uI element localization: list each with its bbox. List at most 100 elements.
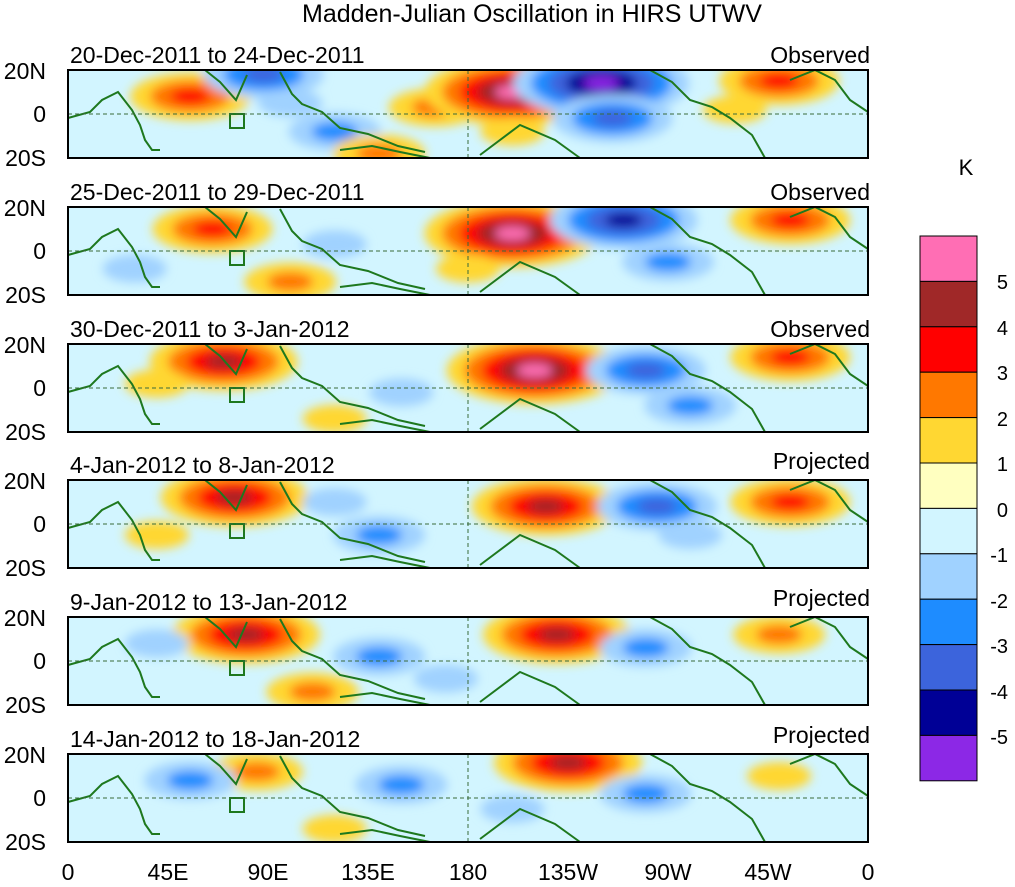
map-frame-4 [67, 479, 869, 569]
positive-anomaly-contour [124, 521, 189, 549]
colorbar-tick: 1 [997, 454, 1008, 476]
colorbar-swatch [919, 507, 978, 555]
lon-label: 0 [62, 859, 75, 885]
negative-anomaly-contour [311, 122, 358, 142]
lat-label-20s-5: 20S [5, 692, 46, 718]
lon-label: 180 [449, 859, 487, 885]
map-panel-4: 4-Jan-2012 to 8-Jan-2012 Projected 20N 0… [4, 448, 870, 581]
negative-anomaly-contour [356, 525, 403, 545]
colorbar-swatch [919, 280, 978, 328]
colorbar-tick: -3 [990, 636, 1008, 658]
colorbar-unit: K [959, 155, 974, 180]
lat-label-20s-6: 20S [5, 829, 46, 855]
panel-status-5: Projected [773, 585, 870, 611]
positive-anomaly-contour [192, 221, 233, 237]
colorbar-swatch [919, 644, 978, 691]
negative-anomaly-contour [583, 76, 619, 90]
negative-anomaly-contour [243, 70, 284, 83]
map-frame-3 [67, 343, 869, 433]
anomaly-blobs [124, 480, 851, 554]
colorbar-swatch [919, 689, 978, 736]
positive-anomaly-contour [436, 254, 500, 283]
colorbar-tick: 2 [997, 409, 1008, 431]
panel-dates-3: 30-Dec-2011 to 3-Jan-2012 [70, 316, 350, 342]
map-panel-1: 20-Dec-2011 to 24-Dec-2011 Observed 20N … [4, 42, 870, 171]
colorbar-tick: -1 [990, 545, 1008, 567]
lat-label-eq-3: 0 [33, 375, 46, 401]
negative-anomaly-contour [167, 770, 214, 790]
colorbar-tick: 0 [997, 500, 1008, 522]
colorbar-swatches [919, 235, 978, 782]
anomaly-blobs [124, 617, 826, 705]
positive-anomaly-contour [770, 494, 811, 510]
negative-anomaly-contour [636, 498, 677, 515]
colorbar-tick: 5 [997, 272, 1008, 294]
lat-label-20s-1: 20S [5, 145, 46, 171]
lat-label-20n-1: 20N [4, 58, 46, 84]
colorbar-tick: -5 [990, 727, 1008, 749]
negative-anomaly-contour [356, 647, 403, 667]
map-panel-3: 30-Dec-2011 to 3-Jan-2012 Observed 20N 0… [4, 316, 870, 445]
positive-anomaly-contour [356, 144, 403, 158]
map-frame-1 [67, 69, 869, 159]
negative-anomaly-contour [124, 629, 189, 658]
negative-anomaly-contour [302, 488, 367, 516]
negative-anomaly-contour [625, 362, 666, 379]
positive-anomaly-contour [527, 499, 565, 514]
panel-dates-4: 4-Jan-2012 to 8-Jan-2012 [70, 452, 335, 478]
lon-label: 90W [644, 859, 692, 885]
figure-title: Madden-Julian Oscillation in HIRS UTWV [302, 0, 762, 28]
lat-label-eq-1: 0 [33, 101, 46, 127]
positive-anomaly-contour [227, 627, 265, 642]
coastlines-5 [67, 615, 869, 706]
panel-dates-2: 25-Dec-2011 to 29-Dec-2011 [70, 179, 365, 205]
negative-anomaly-contour [605, 212, 643, 228]
coastlines-3 [67, 342, 869, 433]
longitude-axis: 0 45E 90E 135E 180 135W 90W 45W 0 [62, 859, 875, 885]
negative-anomaly-contour [667, 396, 714, 416]
map-panel-6: 14-Jan-2012 to 18-Jan-2012 Projected 20N… [4, 722, 870, 855]
positive-anomaly-contour [205, 354, 243, 369]
negative-anomaly-contour [378, 775, 425, 795]
colorbar-swatch [919, 598, 978, 646]
negative-anomaly-contour [258, 89, 323, 117]
positive-anomaly-contour [770, 349, 811, 366]
colorbar-swatch [919, 553, 978, 600]
map-frame-5 [67, 616, 869, 706]
lon-label: 45E [148, 859, 189, 885]
colorbar-swatch [919, 326, 978, 373]
coastlines-2 [67, 205, 869, 296]
panel-dates-5: 9-Jan-2012 to 13-Jan-2012 [70, 589, 347, 615]
lat-label-20n-4: 20N [4, 468, 46, 494]
colorbar-swatch [919, 734, 978, 782]
anomaly-blobs [124, 344, 851, 432]
panel-dates-6: 14-Jan-2012 to 18-Jan-2012 [70, 726, 360, 752]
positive-anomaly-contour [124, 369, 189, 398]
negative-anomaly-contour [480, 795, 545, 823]
colorbar: K 5 4 3 2 1 0 -1 -2 -3 -4 -5 [919, 155, 1008, 782]
positive-anomaly-contour [747, 762, 812, 790]
lon-label: 90E [248, 859, 289, 885]
lat-label-eq-4: 0 [33, 511, 46, 537]
lat-label-20n-6: 20N [4, 742, 46, 768]
positive-anomaly-contour [233, 762, 280, 782]
anomaly-blobs [130, 70, 840, 158]
lat-label-20s-3: 20S [5, 419, 46, 445]
positive-anomaly-contour [289, 682, 336, 702]
positive-anomaly-contour [517, 363, 553, 378]
map-frame-2 [67, 206, 869, 296]
positive-anomaly-contour [759, 73, 800, 89]
panel-status-4: Projected [773, 448, 870, 474]
negative-anomaly-contour [622, 784, 669, 804]
positive-anomaly-contour [170, 88, 211, 105]
colorbar-swatch [919, 417, 978, 464]
lat-label-20n-2: 20N [4, 195, 46, 221]
coastlines-1 [67, 68, 869, 159]
map-panel-2: 25-Dec-2011 to 29-Dec-2011 Observed 20N … [4, 179, 870, 308]
coastlines-4 [67, 478, 869, 569]
lat-label-eq-5: 0 [33, 648, 46, 674]
colorbar-swatch [919, 371, 978, 419]
colorbar-swatch [919, 462, 978, 509]
panel-status-6: Projected [773, 722, 870, 748]
